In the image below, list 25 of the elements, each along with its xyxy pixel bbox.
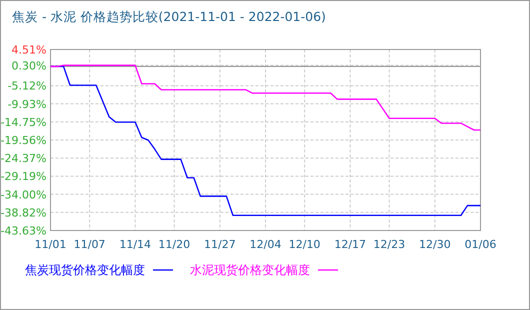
y-tick-label: 0.30%	[12, 59, 46, 72]
x-tick-label: 12/23	[373, 238, 406, 251]
x-tick-label: 11/14	[119, 238, 152, 251]
y-tick-label: -38.82%	[0, 206, 46, 220]
y-tick-label: -29.19%	[0, 170, 46, 184]
y-tick-label: 4.51%	[12, 44, 46, 56]
y-tick-label: -43.63%	[0, 224, 46, 238]
legend-label: 焦炭现货价格变化幅度	[25, 263, 145, 277]
legend-label: 水泥现货价格变化幅度	[190, 263, 310, 277]
x-tick-label: 11/27	[204, 238, 236, 251]
y-tick-label: -34.00%	[0, 188, 46, 202]
x-tick-label: 11/20	[158, 238, 190, 251]
title: 焦炭 - 水泥 价格趋势比较(2021-11-01 - 2022-01-06)	[12, 9, 326, 24]
y-tick-label: -14.75%	[0, 116, 46, 129]
y-tick-label: -9.93%	[8, 98, 46, 111]
y-tick-label: -5.12%	[8, 80, 46, 93]
y-tick-label: -19.56%	[0, 134, 46, 147]
x-tick-label: 01/06	[464, 238, 496, 251]
x-tick-label: 12/30	[419, 238, 451, 251]
x-tick-label: 11/01	[34, 238, 66, 251]
y-tick-label: -24.37%	[0, 152, 46, 166]
x-tick-label: 12/10	[288, 238, 320, 251]
x-tick-label: 12/17	[334, 238, 366, 251]
x-tick-label: 11/07	[74, 238, 106, 251]
x-tick-label: 12/04	[250, 238, 282, 251]
